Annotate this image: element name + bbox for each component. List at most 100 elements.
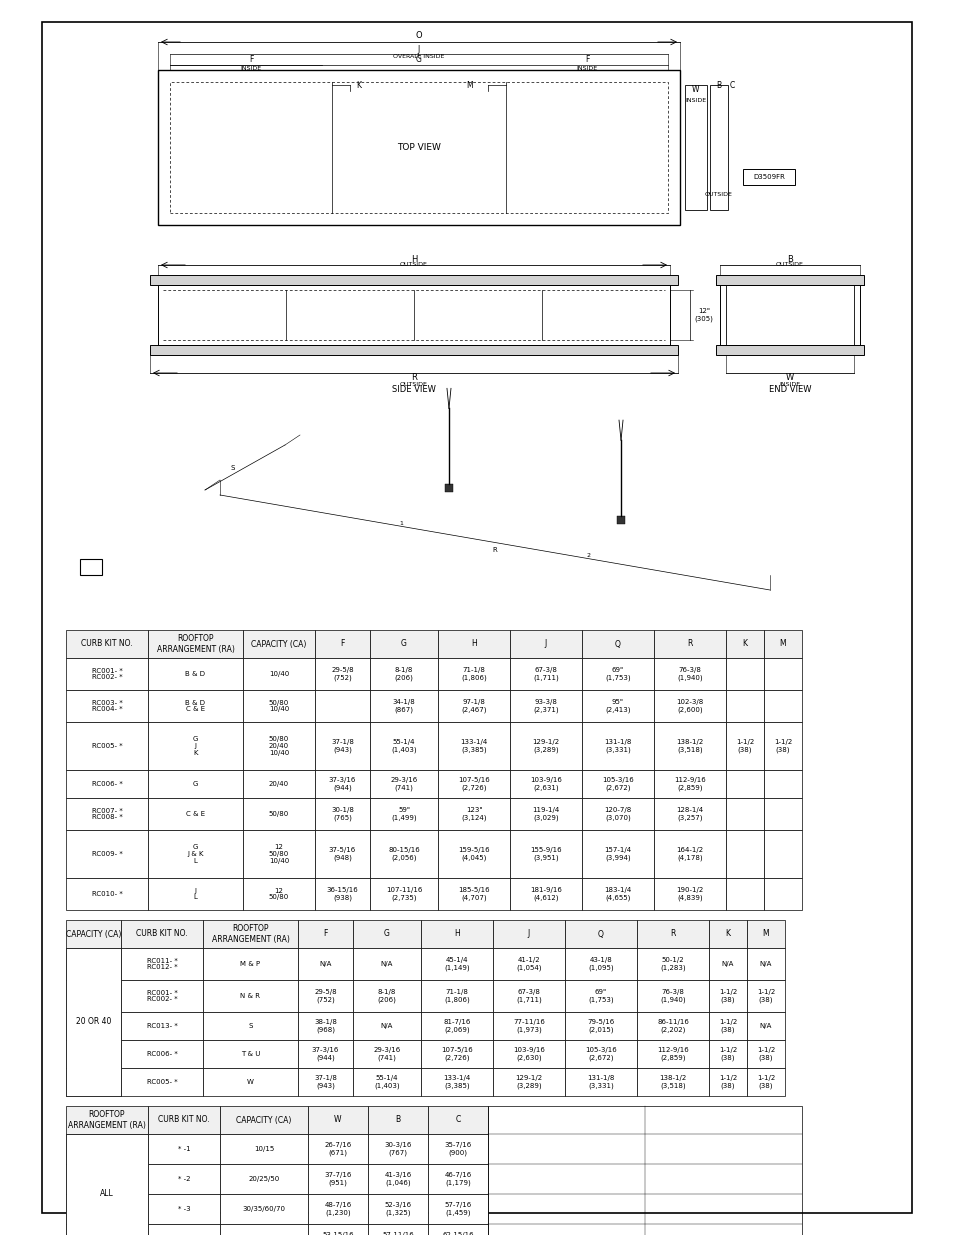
Bar — [66, 1194, 148, 1224]
Text: 1: 1 — [399, 521, 403, 526]
Bar — [297, 981, 353, 1011]
Text: H: H — [454, 930, 459, 939]
Text: K: K — [741, 640, 747, 648]
Bar — [370, 630, 437, 658]
Text: 107-5/16
(2,726): 107-5/16 (2,726) — [457, 777, 489, 790]
Text: 112-9/16
(2,859): 112-9/16 (2,859) — [674, 777, 705, 790]
Bar — [428, 1165, 488, 1194]
Text: 120-7/8
(3,070): 120-7/8 (3,070) — [604, 808, 631, 820]
Text: RC001- *
RC002- *: RC001- * RC002- * — [147, 989, 177, 1003]
Text: * -1: * -1 — [177, 1146, 190, 1152]
Text: 155-9/16
(3,951): 155-9/16 (3,951) — [530, 847, 561, 861]
Bar — [637, 1011, 708, 1040]
Bar — [746, 920, 784, 948]
Text: R: R — [686, 640, 692, 648]
Bar — [581, 630, 654, 658]
Bar — [148, 690, 243, 722]
Bar — [121, 920, 203, 948]
Text: 30-1/8
(765): 30-1/8 (765) — [331, 808, 354, 820]
Text: N & R: N & R — [240, 993, 260, 999]
Text: 128-1/4
(3,257): 128-1/4 (3,257) — [676, 808, 702, 820]
Bar — [150, 345, 678, 354]
Bar — [437, 722, 510, 769]
Bar — [353, 1040, 420, 1068]
Text: 57-7/16
(1,459): 57-7/16 (1,459) — [444, 1203, 471, 1215]
Bar — [243, 798, 314, 830]
Text: C: C — [455, 1115, 460, 1125]
Bar — [66, 1134, 148, 1235]
Bar — [617, 516, 624, 524]
Text: OUTSIDE: OUTSIDE — [399, 382, 428, 387]
Text: RC010- *: RC010- * — [91, 890, 122, 897]
Text: D3509FR: D3509FR — [752, 174, 784, 180]
Text: 129-1/2
(3,289): 129-1/2 (3,289) — [515, 1076, 542, 1088]
Text: 30-3/16
(767): 30-3/16 (767) — [384, 1142, 412, 1156]
Text: 50/80
20/40
10/40: 50/80 20/40 10/40 — [269, 736, 289, 756]
Text: 12
50/80: 12 50/80 — [269, 888, 289, 900]
Text: M: M — [779, 640, 785, 648]
Bar — [66, 658, 148, 690]
Bar — [716, 275, 863, 285]
Bar — [148, 658, 243, 690]
Bar — [763, 722, 801, 769]
Text: 103-9/16
(2,631): 103-9/16 (2,631) — [530, 777, 561, 790]
Text: 53-15/16
(1,370): 53-15/16 (1,370) — [322, 1233, 354, 1235]
Text: M: M — [761, 930, 768, 939]
Text: 107-5/16
(2,726): 107-5/16 (2,726) — [440, 1047, 473, 1061]
Text: OUTSIDE: OUTSIDE — [704, 193, 732, 198]
Bar — [708, 1068, 746, 1095]
Bar — [243, 658, 314, 690]
Bar — [243, 830, 314, 878]
Bar — [493, 1011, 564, 1040]
Text: 50-1/2
(1,283): 50-1/2 (1,283) — [659, 957, 685, 971]
Text: 29-5/8
(752): 29-5/8 (752) — [314, 989, 336, 1003]
Bar — [684, 85, 706, 210]
Bar — [420, 1011, 493, 1040]
Text: S: S — [231, 464, 235, 471]
Bar — [725, 690, 763, 722]
Bar — [654, 769, 725, 798]
Text: 69"
(1,753): 69" (1,753) — [588, 989, 613, 1003]
Text: 30/35/60/70: 30/35/60/70 — [242, 1207, 285, 1212]
Bar — [148, 798, 243, 830]
Text: 97-1/8
(2,467): 97-1/8 (2,467) — [460, 699, 486, 713]
Text: 48-7/16
(1,230): 48-7/16 (1,230) — [324, 1203, 352, 1215]
Bar — [353, 1011, 420, 1040]
Bar — [121, 1068, 203, 1095]
Bar — [746, 1040, 784, 1068]
Bar — [510, 798, 581, 830]
Bar — [148, 1224, 220, 1235]
Bar — [370, 658, 437, 690]
Text: 12
50/80
10/40: 12 50/80 10/40 — [269, 845, 289, 863]
Bar — [763, 690, 801, 722]
Bar — [428, 1194, 488, 1224]
Text: G
J
K: G J K — [193, 736, 198, 756]
Text: J: J — [527, 930, 530, 939]
Bar — [203, 1011, 297, 1040]
Text: F: F — [584, 56, 589, 64]
Bar — [637, 920, 708, 948]
Text: N/A: N/A — [759, 961, 771, 967]
Bar — [437, 830, 510, 878]
Text: 102-3/8
(2,600): 102-3/8 (2,600) — [676, 699, 703, 713]
Bar — [725, 878, 763, 910]
Text: C: C — [729, 80, 735, 89]
Bar — [203, 1040, 297, 1068]
Bar — [725, 658, 763, 690]
Text: 105-3/16
(2,672): 105-3/16 (2,672) — [584, 1047, 617, 1061]
Bar — [510, 630, 581, 658]
Bar — [654, 690, 725, 722]
Text: J
L: J L — [193, 888, 197, 900]
Text: B: B — [786, 254, 792, 263]
Text: 123"
(3,124): 123" (3,124) — [460, 808, 486, 820]
Bar — [148, 1107, 220, 1134]
Text: 119-1/4
(3,029): 119-1/4 (3,029) — [532, 808, 559, 820]
Text: 59"
(1,499): 59" (1,499) — [391, 808, 416, 820]
Bar — [437, 798, 510, 830]
Bar — [637, 981, 708, 1011]
Text: 77-11/16
(1,973): 77-11/16 (1,973) — [513, 1019, 544, 1032]
Bar — [564, 948, 637, 981]
Text: 36-15/16
(938): 36-15/16 (938) — [326, 888, 358, 900]
Text: ROOFTOP
ARRANGEMENT (RA): ROOFTOP ARRANGEMENT (RA) — [68, 1110, 146, 1130]
Bar — [370, 769, 437, 798]
